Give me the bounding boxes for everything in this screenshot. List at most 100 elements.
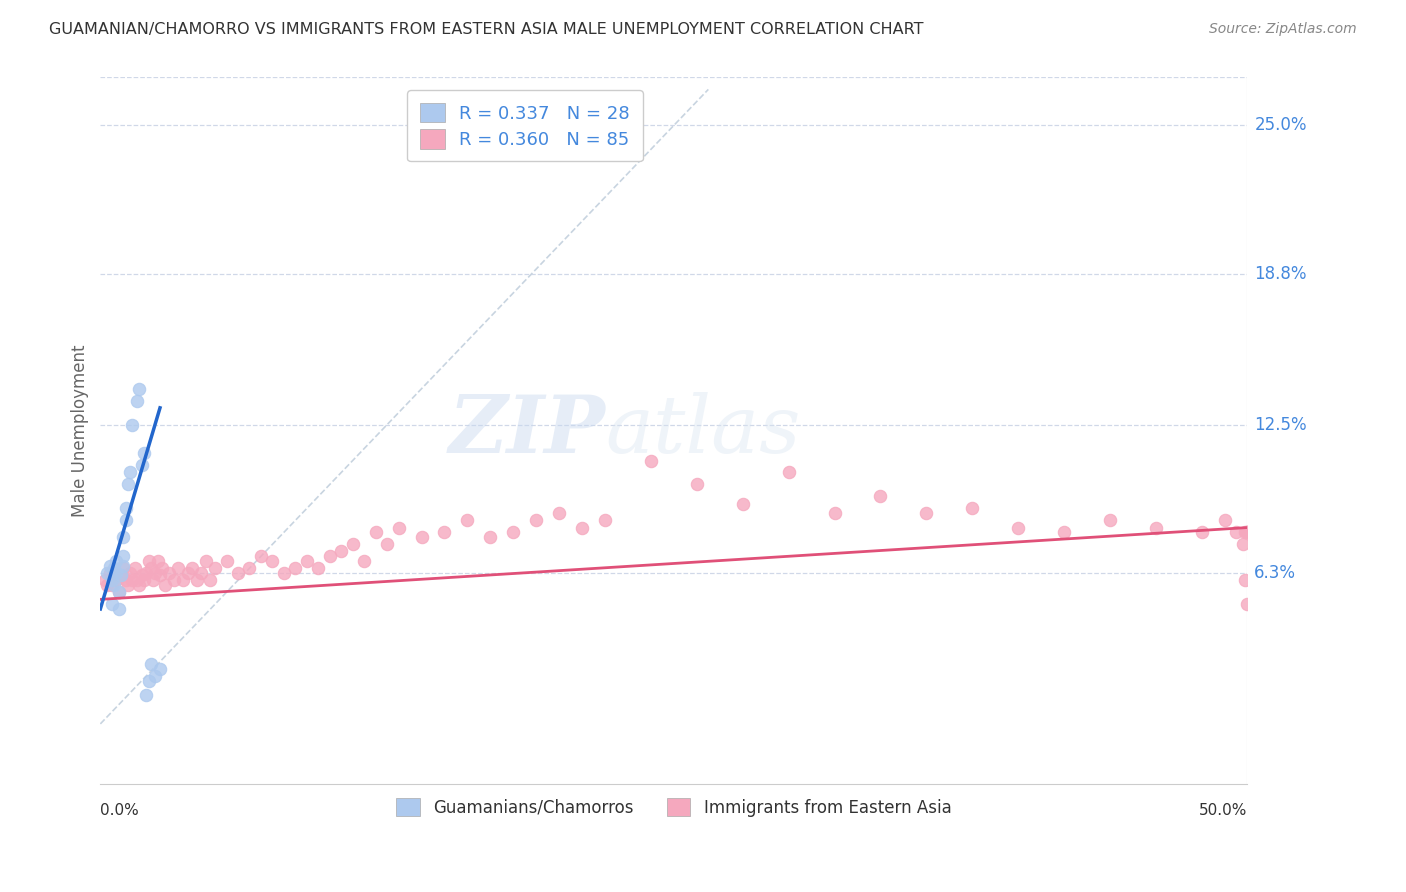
Point bbox=[869, 490, 891, 504]
Point bbox=[121, 417, 143, 432]
Point bbox=[375, 537, 398, 551]
Point bbox=[342, 537, 364, 551]
Point bbox=[364, 525, 387, 540]
Point bbox=[117, 477, 139, 491]
Point bbox=[388, 520, 411, 534]
Point bbox=[176, 566, 198, 580]
Point bbox=[105, 573, 128, 587]
Point bbox=[284, 561, 307, 575]
Point bbox=[524, 513, 547, 527]
Point bbox=[731, 497, 754, 511]
Point bbox=[131, 458, 153, 473]
Point bbox=[238, 561, 260, 575]
Point bbox=[121, 573, 143, 587]
Point bbox=[101, 573, 124, 587]
Point bbox=[411, 530, 433, 544]
Point bbox=[114, 501, 136, 516]
Point bbox=[960, 501, 983, 516]
Point bbox=[96, 578, 118, 592]
Point bbox=[778, 466, 800, 480]
Point bbox=[112, 549, 135, 564]
Text: 50.0%: 50.0% bbox=[1199, 803, 1247, 818]
Point bbox=[98, 558, 121, 573]
Point bbox=[1236, 525, 1258, 540]
Point bbox=[1236, 525, 1258, 540]
Point bbox=[1191, 525, 1213, 540]
Point bbox=[433, 525, 456, 540]
Point bbox=[131, 568, 153, 582]
Point bbox=[1007, 520, 1029, 534]
Point bbox=[149, 662, 172, 676]
Point bbox=[1098, 513, 1121, 527]
Point bbox=[112, 561, 135, 575]
Point bbox=[194, 554, 217, 568]
Point bbox=[94, 573, 117, 587]
Point bbox=[135, 688, 157, 702]
Point bbox=[204, 561, 226, 575]
Point bbox=[172, 573, 194, 587]
Y-axis label: Male Unemployment: Male Unemployment bbox=[72, 344, 89, 516]
Point bbox=[353, 554, 375, 568]
Point bbox=[124, 561, 146, 575]
Point bbox=[107, 602, 129, 616]
Point bbox=[128, 382, 150, 396]
Point bbox=[319, 549, 342, 564]
Point bbox=[226, 566, 249, 580]
Point bbox=[479, 530, 502, 544]
Point bbox=[1234, 573, 1257, 587]
Point bbox=[200, 573, 222, 587]
Point bbox=[110, 568, 132, 582]
Point bbox=[103, 566, 125, 580]
Point bbox=[101, 597, 124, 611]
Point bbox=[114, 573, 136, 587]
Point bbox=[120, 566, 142, 580]
Point bbox=[262, 554, 284, 568]
Point bbox=[1236, 597, 1258, 611]
Point bbox=[125, 573, 148, 587]
Point bbox=[112, 530, 135, 544]
Point bbox=[1144, 520, 1167, 534]
Point bbox=[250, 549, 273, 564]
Point bbox=[139, 657, 162, 671]
Point bbox=[110, 568, 132, 582]
Point bbox=[139, 561, 162, 575]
Point bbox=[1232, 537, 1254, 551]
Point bbox=[145, 669, 167, 683]
Point bbox=[142, 573, 165, 587]
Point bbox=[167, 561, 190, 575]
Point bbox=[146, 554, 169, 568]
Point bbox=[215, 554, 238, 568]
Point bbox=[330, 544, 353, 558]
Text: 6.3%: 6.3% bbox=[1254, 564, 1296, 582]
Point bbox=[132, 573, 155, 587]
Point bbox=[1225, 525, 1247, 540]
Point bbox=[548, 506, 571, 520]
Point bbox=[132, 446, 155, 460]
Point bbox=[103, 578, 125, 592]
Point bbox=[1053, 525, 1076, 540]
Point bbox=[120, 466, 142, 480]
Point bbox=[686, 477, 709, 491]
Point bbox=[1234, 525, 1257, 540]
Point bbox=[138, 554, 160, 568]
Text: GUAMANIAN/CHAMORRO VS IMMIGRANTS FROM EASTERN ASIA MALE UNEMPLOYMENT CORRELATION: GUAMANIAN/CHAMORRO VS IMMIGRANTS FROM EA… bbox=[49, 22, 924, 37]
Point bbox=[502, 525, 524, 540]
Point bbox=[107, 585, 129, 599]
Point bbox=[96, 566, 118, 580]
Point bbox=[105, 566, 128, 580]
Point bbox=[186, 573, 208, 587]
Point bbox=[112, 558, 135, 573]
Text: Source: ZipAtlas.com: Source: ZipAtlas.com bbox=[1209, 22, 1357, 37]
Point bbox=[1213, 513, 1236, 527]
Legend: Guamanians/Chamorros, Immigrants from Eastern Asia: Guamanians/Chamorros, Immigrants from Ea… bbox=[388, 789, 960, 825]
Text: 0.0%: 0.0% bbox=[100, 803, 139, 818]
Text: 18.8%: 18.8% bbox=[1254, 265, 1306, 283]
Point bbox=[456, 513, 478, 527]
Point bbox=[640, 453, 662, 467]
Point bbox=[150, 561, 173, 575]
Text: ZIP: ZIP bbox=[449, 392, 605, 469]
Point bbox=[593, 513, 616, 527]
Point bbox=[105, 554, 128, 568]
Point bbox=[157, 566, 180, 580]
Point bbox=[135, 566, 157, 580]
